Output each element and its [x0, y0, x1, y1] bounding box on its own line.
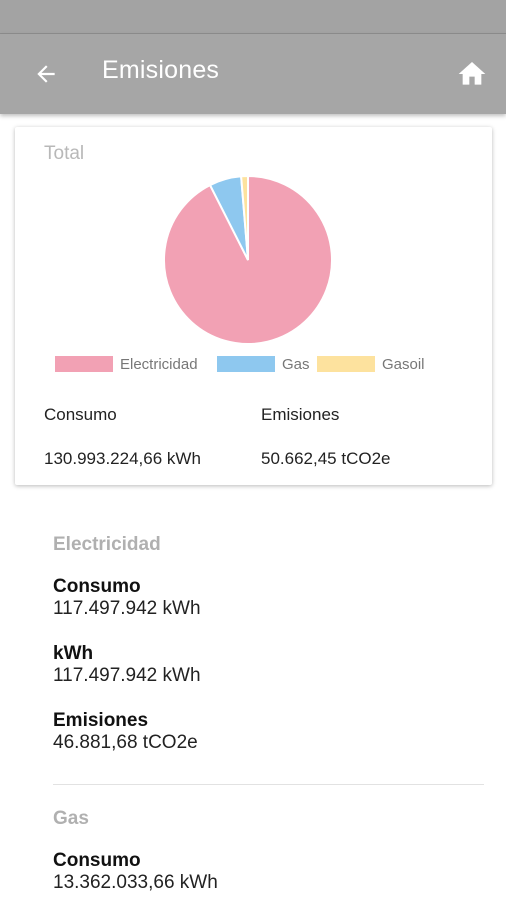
legend-swatch-electricidad: [55, 356, 113, 372]
page-title: Emisiones: [102, 56, 220, 84]
section-title-electricidad: Electricidad: [53, 534, 161, 555]
emisiones-label: Emisiones: [261, 405, 340, 424]
home-button[interactable]: [452, 54, 492, 94]
app-bar: Emisiones: [0, 34, 506, 114]
chart-legend: Electricidad Gas Gasoil: [55, 354, 475, 374]
field-kwh: kWh 117.497.942 kWh: [53, 643, 483, 687]
consumo-label: Consumo: [44, 405, 117, 424]
home-icon: [458, 62, 486, 85]
field-consumo: Consumo 117.497.942 kWh: [53, 576, 483, 620]
legend-item-gas[interactable]: Gas: [217, 354, 310, 374]
section-electricidad: Electricidad Consumo 117.497.942 kWh kWh…: [53, 534, 483, 754]
back-button[interactable]: [22, 54, 70, 94]
pie-slice-electricidad[interactable]: [163, 175, 333, 345]
summary-card: Total Electricidad Gas Gasoil Consumo 13…: [15, 127, 492, 485]
field-label: Emisiones: [53, 710, 149, 731]
section-title-gas: Gas: [53, 808, 89, 829]
pie-slice-gasoil[interactable]: [240, 175, 249, 261]
section-divider: [53, 784, 484, 785]
legend-item-electricidad[interactable]: Electricidad: [55, 354, 198, 374]
consumo-value: 130.993.224,66 kWh: [44, 449, 201, 468]
field-value: 117.497.942 kWh: [53, 665, 201, 686]
field-label: Consumo: [53, 850, 141, 871]
legend-label-electricidad: Electricidad: [120, 355, 198, 373]
field-value: 13.362.033,66 kWh: [53, 872, 218, 893]
status-bar: [0, 0, 506, 34]
legend-swatch-gas: [217, 356, 275, 372]
summary-title: Total: [44, 143, 85, 164]
field-consumo: Consumo 13.362.033,66 kWh: [53, 850, 483, 894]
arrow-left-icon: [37, 65, 55, 83]
field-value: 117.497.942 kWh: [53, 598, 201, 619]
legend-swatch-gasoil: [317, 356, 375, 372]
legend-label-gasoil: Gasoil: [382, 355, 425, 373]
field-value: 46.881,68 tCO2e: [53, 732, 198, 753]
field-label: Consumo: [53, 576, 141, 597]
emisiones-value: 50.662,45 tCO2e: [261, 449, 391, 468]
section-gas: Gas Consumo 13.362.033,66 kWh: [53, 808, 483, 894]
field-emisiones: Emisiones 46.881,68 tCO2e: [53, 710, 483, 754]
field-label: kWh: [53, 643, 94, 664]
pie-chart: [163, 175, 333, 345]
legend-item-gasoil[interactable]: Gasoil: [317, 354, 425, 374]
legend-label-gas: Gas: [282, 355, 310, 373]
